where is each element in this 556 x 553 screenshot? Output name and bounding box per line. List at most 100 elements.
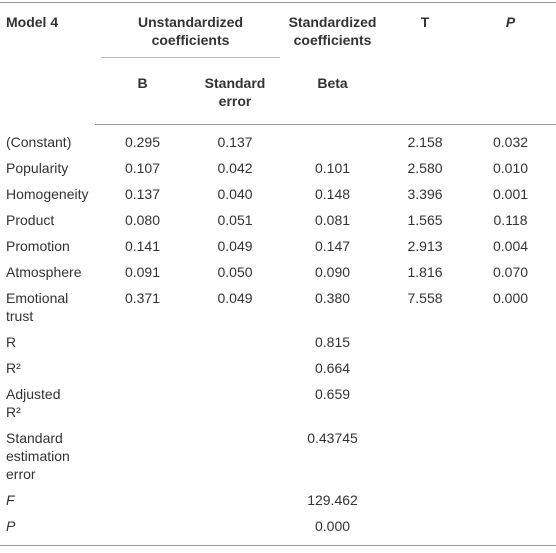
cell-b: 0.295: [124, 134, 161, 150]
cell-t: [385, 355, 465, 381]
cell-p: 0.010: [492, 160, 529, 176]
cell-p: [465, 381, 556, 425]
cell-b: [95, 487, 190, 513]
cell-t: 1.816: [407, 264, 443, 280]
table-row: (Constant) 0.295 0.137 2.158 0.032: [0, 125, 556, 156]
cell-se: [190, 487, 280, 513]
table-row: Promotion 0.141 0.049 0.147 2.913 0.004: [0, 233, 556, 259]
cell-b: [95, 329, 190, 355]
cell-beta: 0.43745: [307, 430, 358, 446]
row-label: Adjusted R²: [6, 386, 61, 420]
row-label: R: [6, 334, 17, 350]
cell-se: [190, 425, 280, 487]
table-row: Standard estimation error 0.43745: [0, 425, 556, 487]
cell-b: 0.371: [124, 290, 161, 306]
cell-p: 0.032: [492, 134, 529, 150]
cell-beta: 0.664: [314, 360, 351, 376]
cell-b: 0.137: [124, 186, 161, 202]
cell-t: [385, 329, 465, 355]
header-model: Model 4: [6, 14, 59, 30]
header-beta: Beta: [280, 62, 386, 125]
cell-p: [465, 513, 556, 546]
cell-se: 0.040: [217, 186, 253, 202]
cell-t: [385, 513, 465, 546]
cell-b: 0.080: [124, 212, 161, 228]
cell-se: [190, 355, 280, 381]
cell-beta: 0.081: [314, 212, 351, 228]
cell-se: 0.050: [217, 264, 253, 280]
cell-beta: 129.462: [307, 492, 358, 508]
cell-p: [465, 355, 556, 381]
table-row: Homogeneity 0.137 0.040 0.148 3.396 0.001: [0, 181, 556, 207]
header-b: B: [95, 62, 190, 125]
table-body: (Constant) 0.295 0.137 2.158 0.032 Popularity…: [0, 125, 556, 546]
table-row: F 129.462: [0, 487, 556, 513]
header-empty: [385, 62, 466, 125]
header-unstandardized: Unstandardized coefficients: [101, 13, 281, 58]
table-row: R 0.815: [0, 329, 556, 355]
cell-se: 0.051: [217, 212, 253, 228]
header-se: Standard error: [190, 62, 281, 125]
cell-t: [385, 425, 465, 487]
cell-beta: 0.148: [314, 186, 351, 202]
row-label: Atmosphere: [6, 264, 82, 280]
cell-beta: 0.000: [314, 518, 351, 534]
cell-t: 2.158: [407, 134, 443, 150]
cell-t: 7.558: [407, 290, 443, 306]
cell-t: [385, 381, 465, 425]
header-empty: [465, 62, 556, 125]
cell-p: 0.000: [492, 290, 529, 306]
header-p: P: [505, 14, 516, 30]
cell-se: 0.049: [217, 238, 253, 254]
row-label: Standard estimation error: [6, 430, 70, 482]
row-label: F: [6, 492, 15, 508]
table-row: Emotional trust 0.371 0.049 0.380 7.558 0.000: [0, 285, 556, 329]
row-label: R²: [6, 360, 21, 376]
cell-t: [385, 487, 465, 513]
cell-p: 0.001: [492, 186, 529, 202]
cell-beta: 0.659: [314, 386, 351, 402]
row-label: Promotion: [6, 238, 70, 254]
cell-p: 0.118: [493, 212, 528, 228]
cell-se: 0.049: [217, 290, 253, 306]
cell-b: 0.107: [124, 160, 161, 176]
cell-se: [190, 513, 280, 546]
cell-b: [95, 425, 190, 487]
table-row: Adjusted R² 0.659: [0, 381, 556, 425]
row-label: Emotional trust: [6, 290, 69, 324]
cell-beta: 0.090: [314, 264, 351, 280]
row-label: Product: [6, 212, 55, 228]
cell-b: 0.141: [124, 238, 161, 254]
row-label: Homogeneity: [6, 186, 89, 202]
cell-beta: 0.101: [314, 160, 351, 176]
cell-beta: 0.815: [314, 334, 351, 350]
cell-p: [465, 487, 556, 513]
row-label: Popularity: [6, 160, 69, 176]
cell-se: 0.042: [217, 160, 253, 176]
cell-beta: [280, 125, 385, 156]
cell-b: [95, 355, 190, 381]
table-row: P 0.000: [0, 513, 556, 546]
cell-b: [95, 381, 190, 425]
cell-beta: 0.380: [314, 290, 351, 306]
cell-se: [190, 329, 280, 355]
cell-se: [190, 381, 280, 425]
row-label: (Constant): [6, 133, 72, 150]
header-t: T: [420, 14, 430, 30]
table-row: R² 0.664: [0, 355, 556, 381]
cell-b: [95, 513, 190, 546]
table-row: Product 0.080 0.051 0.081 1.565 0.118: [0, 207, 556, 233]
row-label: P: [6, 518, 16, 534]
cell-t: 2.913: [407, 238, 443, 254]
header-group: Unstandardized coefficients: [95, 3, 281, 63]
table-row: Atmosphere 0.091 0.050 0.090 1.816 0.070: [0, 259, 556, 285]
cell-p: 0.004: [492, 238, 529, 254]
cell-b: 0.091: [124, 264, 161, 280]
cell-p: [465, 329, 556, 355]
header-standardized: Standardized coefficients: [288, 14, 377, 48]
cell-p: 0.070: [492, 264, 529, 280]
table-row: Popularity 0.107 0.042 0.101 2.580 0.010: [0, 155, 556, 181]
cell-t: 1.565: [407, 212, 443, 228]
